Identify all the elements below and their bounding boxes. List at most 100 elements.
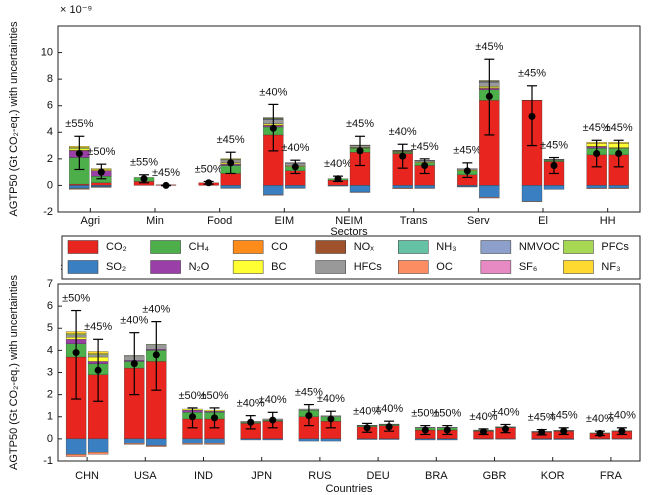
x-tick-label: EIM — [275, 215, 295, 227]
bar-segment — [240, 438, 261, 441]
bar-segment — [69, 183, 90, 186]
legend-label: HFCs — [354, 261, 383, 273]
uncertainty-label: ±40% — [259, 86, 287, 98]
bar-segment — [182, 438, 203, 444]
uncertainty-label: ±40% — [142, 304, 170, 316]
uncertainty-label: ±40% — [375, 403, 403, 415]
mean-dot — [443, 426, 451, 434]
bar-segment — [263, 194, 284, 196]
bar-segment — [553, 438, 574, 440]
mean-dot — [227, 159, 235, 167]
x-tick-label: Food — [207, 215, 232, 227]
uncertainty-label: ±40% — [491, 406, 519, 418]
bar-segment — [146, 438, 167, 446]
bar-segment — [69, 188, 90, 190]
mean-dot — [528, 112, 536, 120]
uncertainty-label: ±40% — [237, 398, 265, 410]
bar-segment — [262, 438, 283, 441]
bar-segment — [392, 185, 413, 189]
uncertainty-label: ±50% — [195, 163, 223, 175]
x-tick-label: CHN — [75, 470, 99, 482]
legend-label: N₂O — [189, 261, 210, 273]
legend-swatch — [232, 260, 264, 274]
bar-segment — [65, 438, 87, 455]
legend-label: NF₃ — [601, 261, 620, 273]
uncertainty-label: ±45% — [550, 410, 578, 422]
y-tick-label: 6 — [47, 100, 53, 112]
mean-dot — [550, 162, 558, 169]
uncertainty-label: ±40% — [281, 142, 309, 154]
uncertainty-label: ±45% — [605, 122, 633, 134]
mean-dot — [596, 429, 604, 437]
bar-segment — [414, 185, 435, 189]
x-axis-label: Sectors — [330, 226, 368, 238]
mean-dot — [269, 416, 277, 424]
uncertainty-label: ±45% — [518, 68, 546, 80]
y-tick-label: 0 — [47, 179, 53, 191]
bar-segment — [320, 438, 342, 442]
bar-segment — [146, 445, 167, 447]
uncertainty-label: ±45% — [152, 167, 180, 179]
x-tick-label: Min — [146, 215, 164, 227]
uncertainty-label: ±45% — [411, 141, 439, 153]
x-tick-label: HH — [600, 215, 616, 227]
y-tick-label: 3 — [47, 366, 53, 378]
bar-segment — [356, 438, 378, 440]
legend-swatch — [315, 260, 346, 274]
bar-segment — [378, 438, 400, 440]
mean-dot — [538, 428, 546, 436]
uncertainty-label: ±45% — [528, 411, 556, 423]
bar-segment — [204, 438, 225, 444]
uncertainty-label: ±45% — [346, 118, 374, 130]
uncertainty-label: ±40% — [324, 158, 352, 170]
mean-dot — [75, 150, 83, 158]
legend-label: BC — [271, 261, 286, 273]
legend-label: NMVOC — [519, 241, 560, 253]
bar-segment — [531, 438, 552, 440]
uncertainty-label: ±45% — [84, 321, 112, 333]
bar-segment — [69, 185, 90, 189]
y-tick-label: -2 — [43, 206, 53, 218]
bar-segment — [479, 185, 500, 198]
mean-dot — [327, 415, 335, 423]
mean-dot — [615, 150, 623, 158]
legend-label: CO — [271, 241, 288, 253]
uncertainty-label: ±45% — [453, 145, 481, 157]
legend-swatch — [67, 240, 99, 254]
legend-label: CH₄ — [189, 241, 210, 253]
bar-segment — [327, 185, 349, 187]
y-axis-label: AGTP50 (Gt CO₂-eq.) with uncertainties — [8, 21, 20, 217]
uncertainty-label: ±40% — [389, 126, 417, 138]
bar-segment — [91, 182, 112, 186]
bar-segment — [586, 187, 607, 189]
x-tick-label: JPN — [251, 470, 272, 482]
bar-segment — [608, 185, 629, 189]
legend-swatch — [232, 240, 264, 254]
x-tick-label: El — [538, 215, 548, 227]
uncertainty-label: ±55% — [130, 157, 158, 169]
x-tick-label: GBR — [483, 470, 507, 482]
legend-swatch — [563, 260, 594, 274]
mean-dot — [94, 366, 102, 374]
uncertainty-label: ±45% — [475, 41, 503, 53]
mean-dot — [211, 414, 218, 422]
bar-segment — [298, 438, 320, 442]
uncertainty-label: ±45% — [583, 122, 611, 134]
bar-segment — [608, 187, 629, 189]
y-tick-label: 7 — [47, 278, 53, 290]
x-tick-label: DEU — [366, 470, 389, 482]
uncertainty-label: ±40% — [608, 410, 636, 422]
x-tick-label: Agri — [81, 215, 101, 227]
bar-segment — [220, 185, 241, 189]
x-tick-label: KOR — [541, 470, 565, 482]
uncertainty-label: ±40% — [586, 413, 614, 425]
legend-swatch — [150, 260, 181, 274]
mean-dot — [305, 412, 313, 420]
uncertainty-label: ±50% — [200, 390, 228, 402]
uncertainty-label: ±50% — [433, 408, 461, 420]
bar-segment — [285, 185, 306, 189]
bar-segment — [479, 197, 500, 199]
legend-swatch — [480, 240, 512, 254]
bar-segment — [415, 438, 436, 441]
legend-swatch — [398, 260, 429, 274]
